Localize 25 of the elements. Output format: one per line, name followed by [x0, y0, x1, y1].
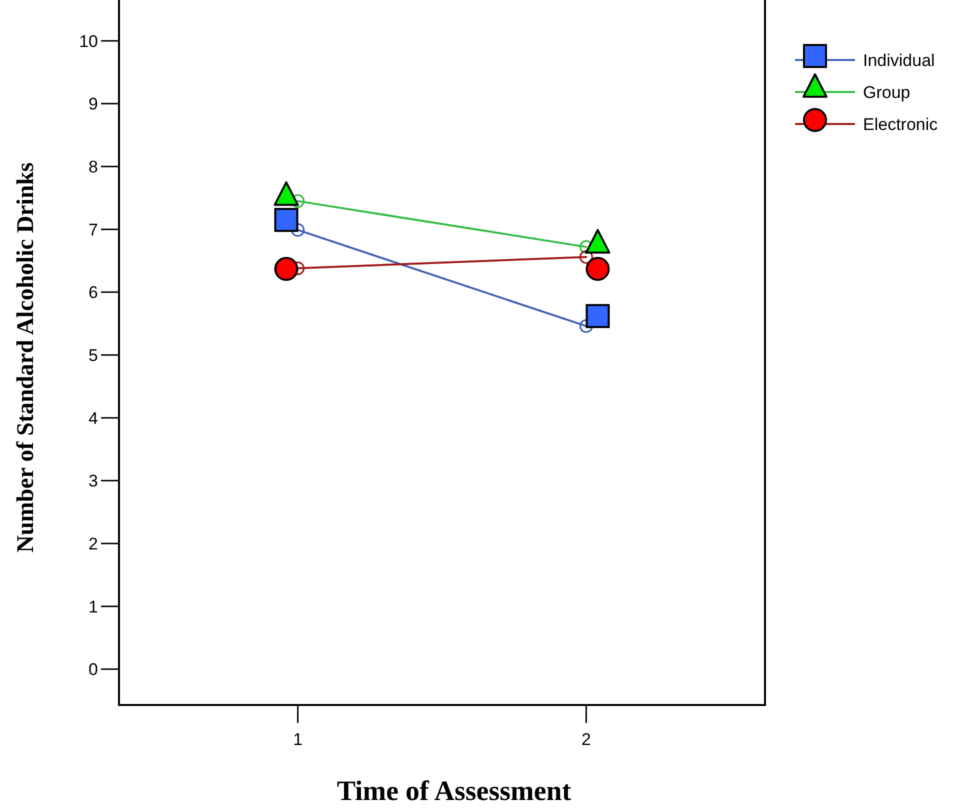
point [291, 223, 305, 237]
y-axis-title: Number of Standard Alcoholic Drinks [13, 162, 39, 553]
y-tick-label: 9 [88, 94, 98, 114]
point [291, 194, 305, 208]
point [579, 250, 593, 264]
y-tick-label: 7 [88, 220, 98, 240]
y-tick-label: 10 [79, 32, 98, 51]
y-tick-label: 6 [88, 283, 98, 302]
point [274, 208, 298, 232]
y-tick-label: 1 [88, 597, 98, 616]
point [586, 304, 610, 328]
point [579, 240, 593, 254]
y-tick-label: 5 [88, 346, 98, 365]
y-tick-label: 0 [88, 660, 98, 680]
x-axis-title: Time of Assessment [336, 776, 572, 807]
y-tick-label: 3 [88, 472, 98, 491]
y-tick-label: 2 [88, 534, 98, 554]
legend-label: Group [863, 82, 910, 102]
point [274, 256, 298, 281]
point [579, 319, 593, 333]
y-tick-label: 4 [88, 408, 98, 428]
legend-label: Individual [863, 50, 935, 70]
legend-label: Electronic [863, 114, 938, 134]
point [586, 256, 610, 281]
y-tick-label: 8 [88, 157, 98, 176]
